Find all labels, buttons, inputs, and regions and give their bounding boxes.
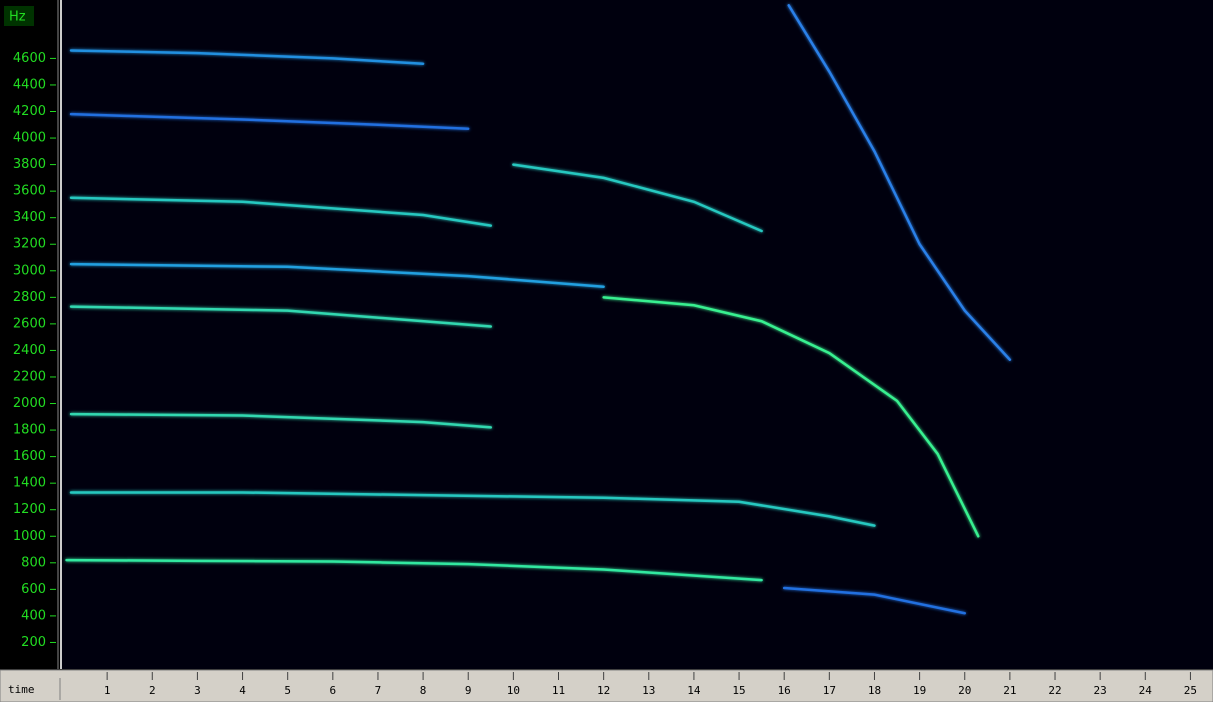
- x-tick-label: 10: [507, 684, 520, 697]
- frequency-track: [69, 412, 493, 429]
- y-tick-label: 4600: [13, 51, 46, 66]
- x-tick-label: 13: [642, 684, 655, 697]
- x-tick-label: 5: [284, 684, 291, 697]
- x-tick-label: 6: [330, 684, 337, 697]
- frequency-track: [69, 49, 425, 65]
- y-tick-label: 3200: [13, 237, 46, 252]
- x-tick-label: 12: [597, 684, 610, 697]
- y-axis-label: Hz: [9, 10, 26, 25]
- y-tick-label: 200: [21, 635, 46, 650]
- y-tick-label: 4200: [13, 104, 46, 119]
- y-tick-label: 1000: [13, 529, 46, 544]
- y-tick-label: 1600: [13, 449, 46, 464]
- y-tick-label: 3000: [13, 263, 46, 278]
- x-tick-label: 2: [149, 684, 156, 697]
- x-tick-label: 16: [778, 684, 791, 697]
- x-tick-label: 25: [1184, 684, 1197, 697]
- x-tick-label: 24: [1139, 684, 1153, 697]
- frequency-track: [69, 491, 876, 527]
- unit-box: [4, 6, 34, 26]
- x-tick-label: 21: [1003, 684, 1016, 697]
- plot-area: [62, 0, 1213, 669]
- frequency-track: [69, 262, 605, 288]
- y-tick-label: 2400: [13, 343, 46, 358]
- x-tick-label: 3: [194, 684, 201, 697]
- x-tick-label: 19: [913, 684, 926, 697]
- y-tick-label: 2800: [13, 290, 46, 305]
- x-tick-label: 17: [823, 684, 836, 697]
- y-tick-label: 800: [21, 555, 46, 570]
- frequency-track: [65, 558, 763, 582]
- y-tick-label: 4400: [13, 77, 46, 92]
- x-tick-label: 14: [687, 684, 701, 697]
- y-tick-label: 3600: [13, 184, 46, 199]
- x-tick-label: 23: [1094, 684, 1107, 697]
- y-tick-label: 600: [21, 582, 46, 597]
- y-tick-label: 2000: [13, 396, 46, 411]
- x-tick-label: 7: [375, 684, 382, 697]
- frequency-track: [787, 4, 1012, 361]
- y-tick-label: 2600: [13, 316, 46, 331]
- x-tick-label: 9: [465, 684, 472, 697]
- time-ruler: [0, 669, 1213, 702]
- frequency-track: [602, 296, 980, 538]
- y-tick-label: 1200: [13, 502, 46, 517]
- x-tick-label: 18: [868, 684, 881, 697]
- y-tick-label: 2200: [13, 369, 46, 384]
- frequency-track: [69, 112, 470, 131]
- x-tick-label: 20: [958, 684, 971, 697]
- x-tick-label: 4: [239, 684, 246, 697]
- y-tick-label: 1800: [13, 423, 46, 438]
- y-tick-label: 400: [21, 608, 46, 623]
- x-tick-label: 15: [732, 684, 745, 697]
- x-tick-label: 1: [104, 684, 111, 697]
- x-tick-label: 8: [420, 684, 427, 697]
- y-tick-label: 4000: [13, 131, 46, 146]
- frequency-track: [512, 163, 763, 233]
- x-tick-label: 22: [1048, 684, 1061, 697]
- x-axis-label: time: [8, 683, 35, 696]
- y-tick-label: 3800: [13, 157, 46, 172]
- x-tick-label: 11: [552, 684, 565, 697]
- frequency-track: [69, 196, 493, 227]
- frequency-track: [69, 305, 493, 328]
- y-tick-label: 1400: [13, 476, 46, 491]
- frequency-track: [782, 586, 966, 615]
- y-tick-label: 3400: [13, 210, 46, 225]
